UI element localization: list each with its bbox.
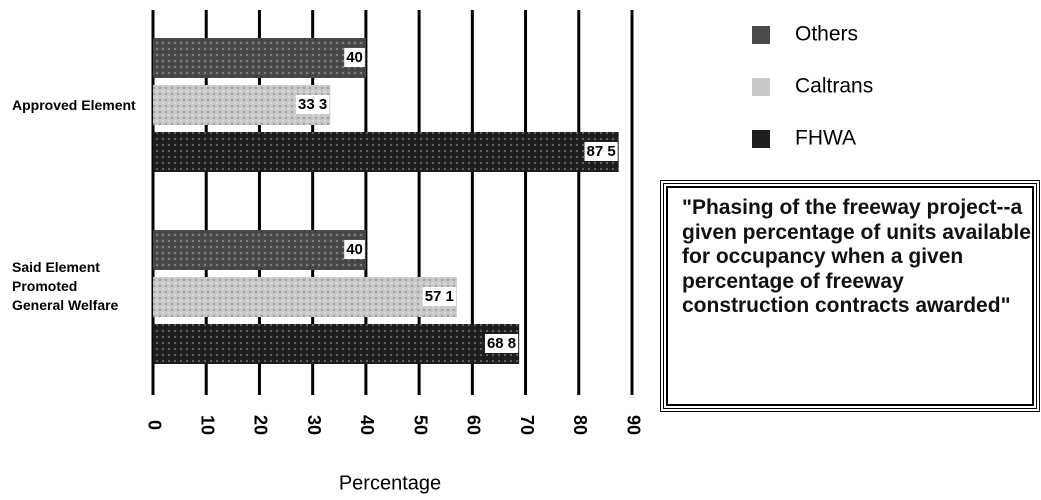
x-tick-label: 20 [251,415,271,435]
value-label-bg [296,94,330,114]
x-tick-label: 80 [570,415,590,435]
legend-swatch [752,26,770,44]
x-tick-label: 70 [517,415,537,435]
value-label: 57 1 [425,288,454,305]
x-tick-label: 30 [304,415,324,435]
x-tick-label: 0 [144,420,164,430]
legend-swatch [752,130,770,148]
annotation: "Phasing of the freeway project--a given… [660,180,1040,412]
value-label: 68 8 [487,335,516,352]
bar-texture [153,277,457,317]
bar-texture [153,324,520,364]
x-tick-label: 40 [357,415,377,435]
legend-swatch [752,78,770,96]
x-tick-label: 60 [464,415,484,435]
legend-label: Others [795,23,858,46]
x-axis-label: Percentage [339,472,441,494]
category-label: Approved Element [12,97,136,113]
category-label: Said Element Promoted General Welfare [12,259,119,313]
legend-label: FHWA [795,127,856,150]
x-tick-label: 50 [410,415,430,435]
value-label: 87 5 [586,143,615,160]
value-label: 40 [346,49,363,66]
value-label-bg [584,141,618,161]
x-tick-label: 10 [197,415,217,435]
bar-texture [153,132,619,172]
value-label-bg [344,47,365,67]
value-label-bg [422,286,456,306]
legend-label: Caltrans [795,75,873,98]
value-label-bg [484,333,519,353]
value-label: 33 3 [298,96,327,113]
x-tick-label: 90 [623,415,643,435]
value-label-bg [344,239,365,259]
bar-texture [153,38,366,78]
value-label: 40 [346,241,363,258]
bar-texture [153,230,366,270]
